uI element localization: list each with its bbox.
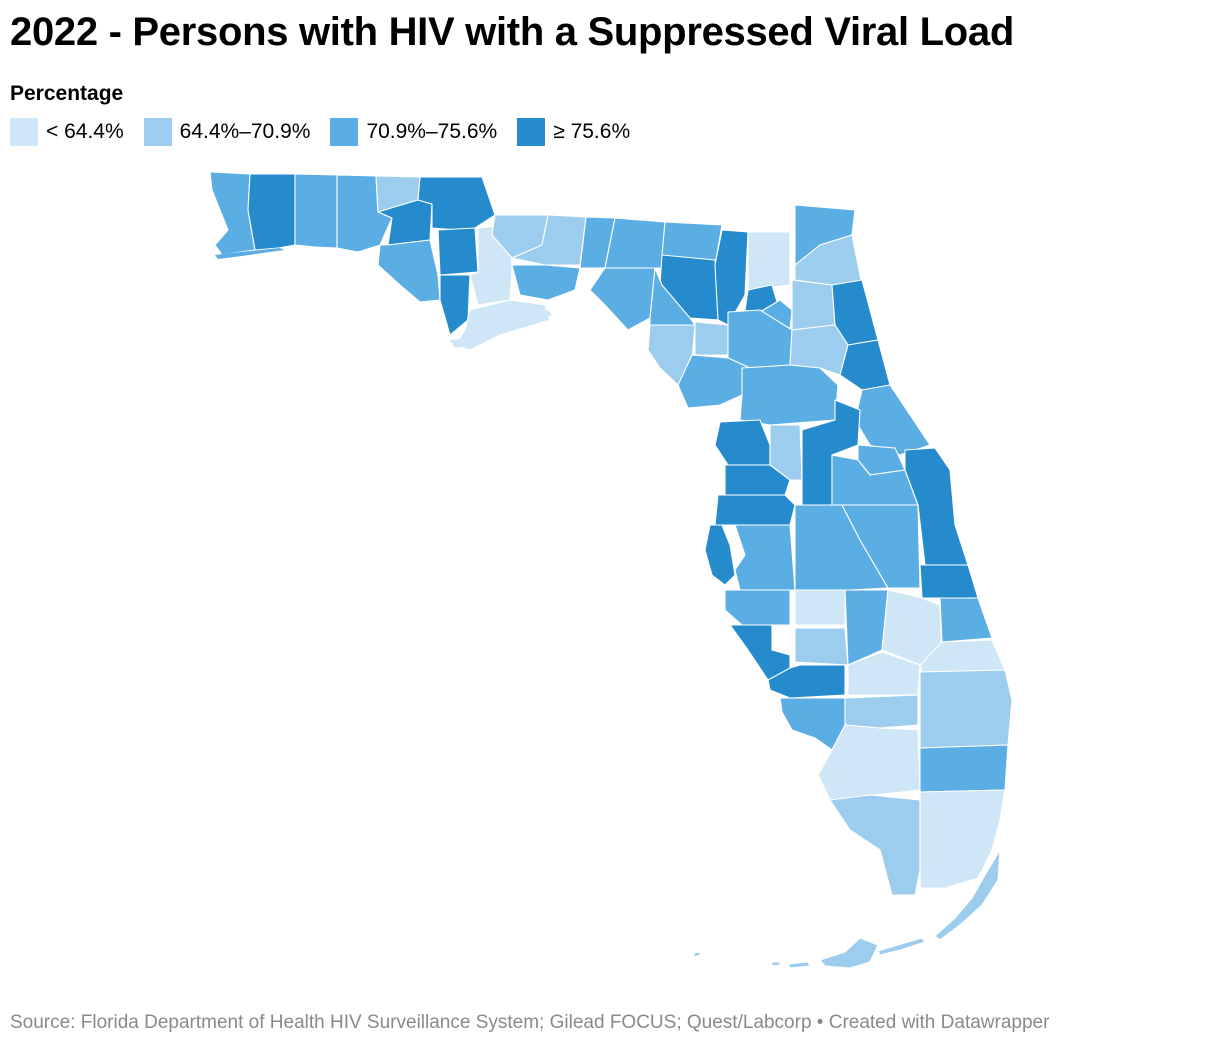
county-wakulla[interactable] <box>511 264 581 301</box>
county-hillsborough[interactable] <box>734 524 796 591</box>
county-gulf[interactable] <box>439 274 471 336</box>
county-monroe-keys[interactable] <box>693 849 1001 969</box>
county-desoto[interactable] <box>794 627 849 666</box>
county-glades[interactable] <box>847 651 921 696</box>
legend-item-bin-1: < 64.4% <box>10 118 124 146</box>
county-madison[interactable] <box>604 217 666 269</box>
legend-title: Percentage <box>10 82 124 105</box>
county-miami-dade[interactable] <box>919 789 1006 889</box>
county-collier[interactable] <box>817 724 921 801</box>
legend-label-bin-4: ≥ 75.6% <box>553 120 631 143</box>
county-charlotte[interactable] <box>767 664 846 699</box>
county-sarasota[interactable] <box>729 624 791 681</box>
county-st-lucie[interactable] <box>939 597 993 643</box>
county-lee[interactable] <box>779 697 846 751</box>
florida-county-map <box>209 171 1013 969</box>
county-broward[interactable] <box>919 744 1009 793</box>
county-citrus[interactable] <box>714 419 771 466</box>
county-gilchrist[interactable] <box>694 321 729 356</box>
legend-swatch-bin-2 <box>143 118 172 146</box>
legend-item-bin-3: 70.9%–75.6% <box>330 118 497 146</box>
county-baker[interactable] <box>747 231 791 291</box>
county-manatee[interactable] <box>724 589 791 626</box>
legend: < 64.4% 64.4%–70.9% 70.9%–75.6% ≥ 75.6% <box>10 118 630 146</box>
legend-swatch-bin-1 <box>10 118 38 146</box>
legend-swatch-bin-4 <box>517 118 546 146</box>
county-taylor[interactable] <box>589 267 656 331</box>
county-hardee[interactable] <box>794 589 846 626</box>
county-okaloosa[interactable] <box>294 173 338 249</box>
coastal-islands <box>450 310 552 348</box>
county-pinellas[interactable] <box>704 524 736 586</box>
legend-label-bin-2: 64.4%–70.9% <box>179 120 311 143</box>
county-levy[interactable] <box>677 354 751 409</box>
county-santa-rosa[interactable] <box>247 173 296 251</box>
coastal-islands-west <box>215 248 284 259</box>
county-palm-beach[interactable] <box>919 669 1013 749</box>
legend-item-bin-4: ≥ 75.6% <box>517 118 630 146</box>
county-osceola[interactable] <box>841 504 921 589</box>
county-marion[interactable] <box>739 364 839 426</box>
county-volusia[interactable] <box>854 384 931 456</box>
county-hendry[interactable] <box>844 694 919 729</box>
county-monroe-mainland[interactable] <box>829 794 921 896</box>
county-clay[interactable] <box>791 279 836 331</box>
legend-label-bin-1: < 64.4% <box>46 120 124 143</box>
county-flagler[interactable] <box>839 339 891 391</box>
county-pasco[interactable] <box>714 494 796 526</box>
county-washington[interactable] <box>377 199 433 246</box>
legend-label-bin-3: 70.9%–75.6% <box>366 120 498 143</box>
county-hernando[interactable] <box>724 464 791 496</box>
county-sumter[interactable] <box>769 424 803 481</box>
county-bay[interactable] <box>377 239 441 303</box>
county-calhoun[interactable] <box>437 227 479 276</box>
county-indian-river[interactable] <box>919 564 979 599</box>
chart-title: 2022 - Persons with HIV with a Suppresse… <box>10 10 1014 54</box>
legend-swatch-bin-3 <box>330 118 359 146</box>
legend-item-bin-2: 64.4%–70.9% <box>143 118 311 146</box>
source-note: Source: Florida Department of Health HIV… <box>10 1012 1050 1033</box>
